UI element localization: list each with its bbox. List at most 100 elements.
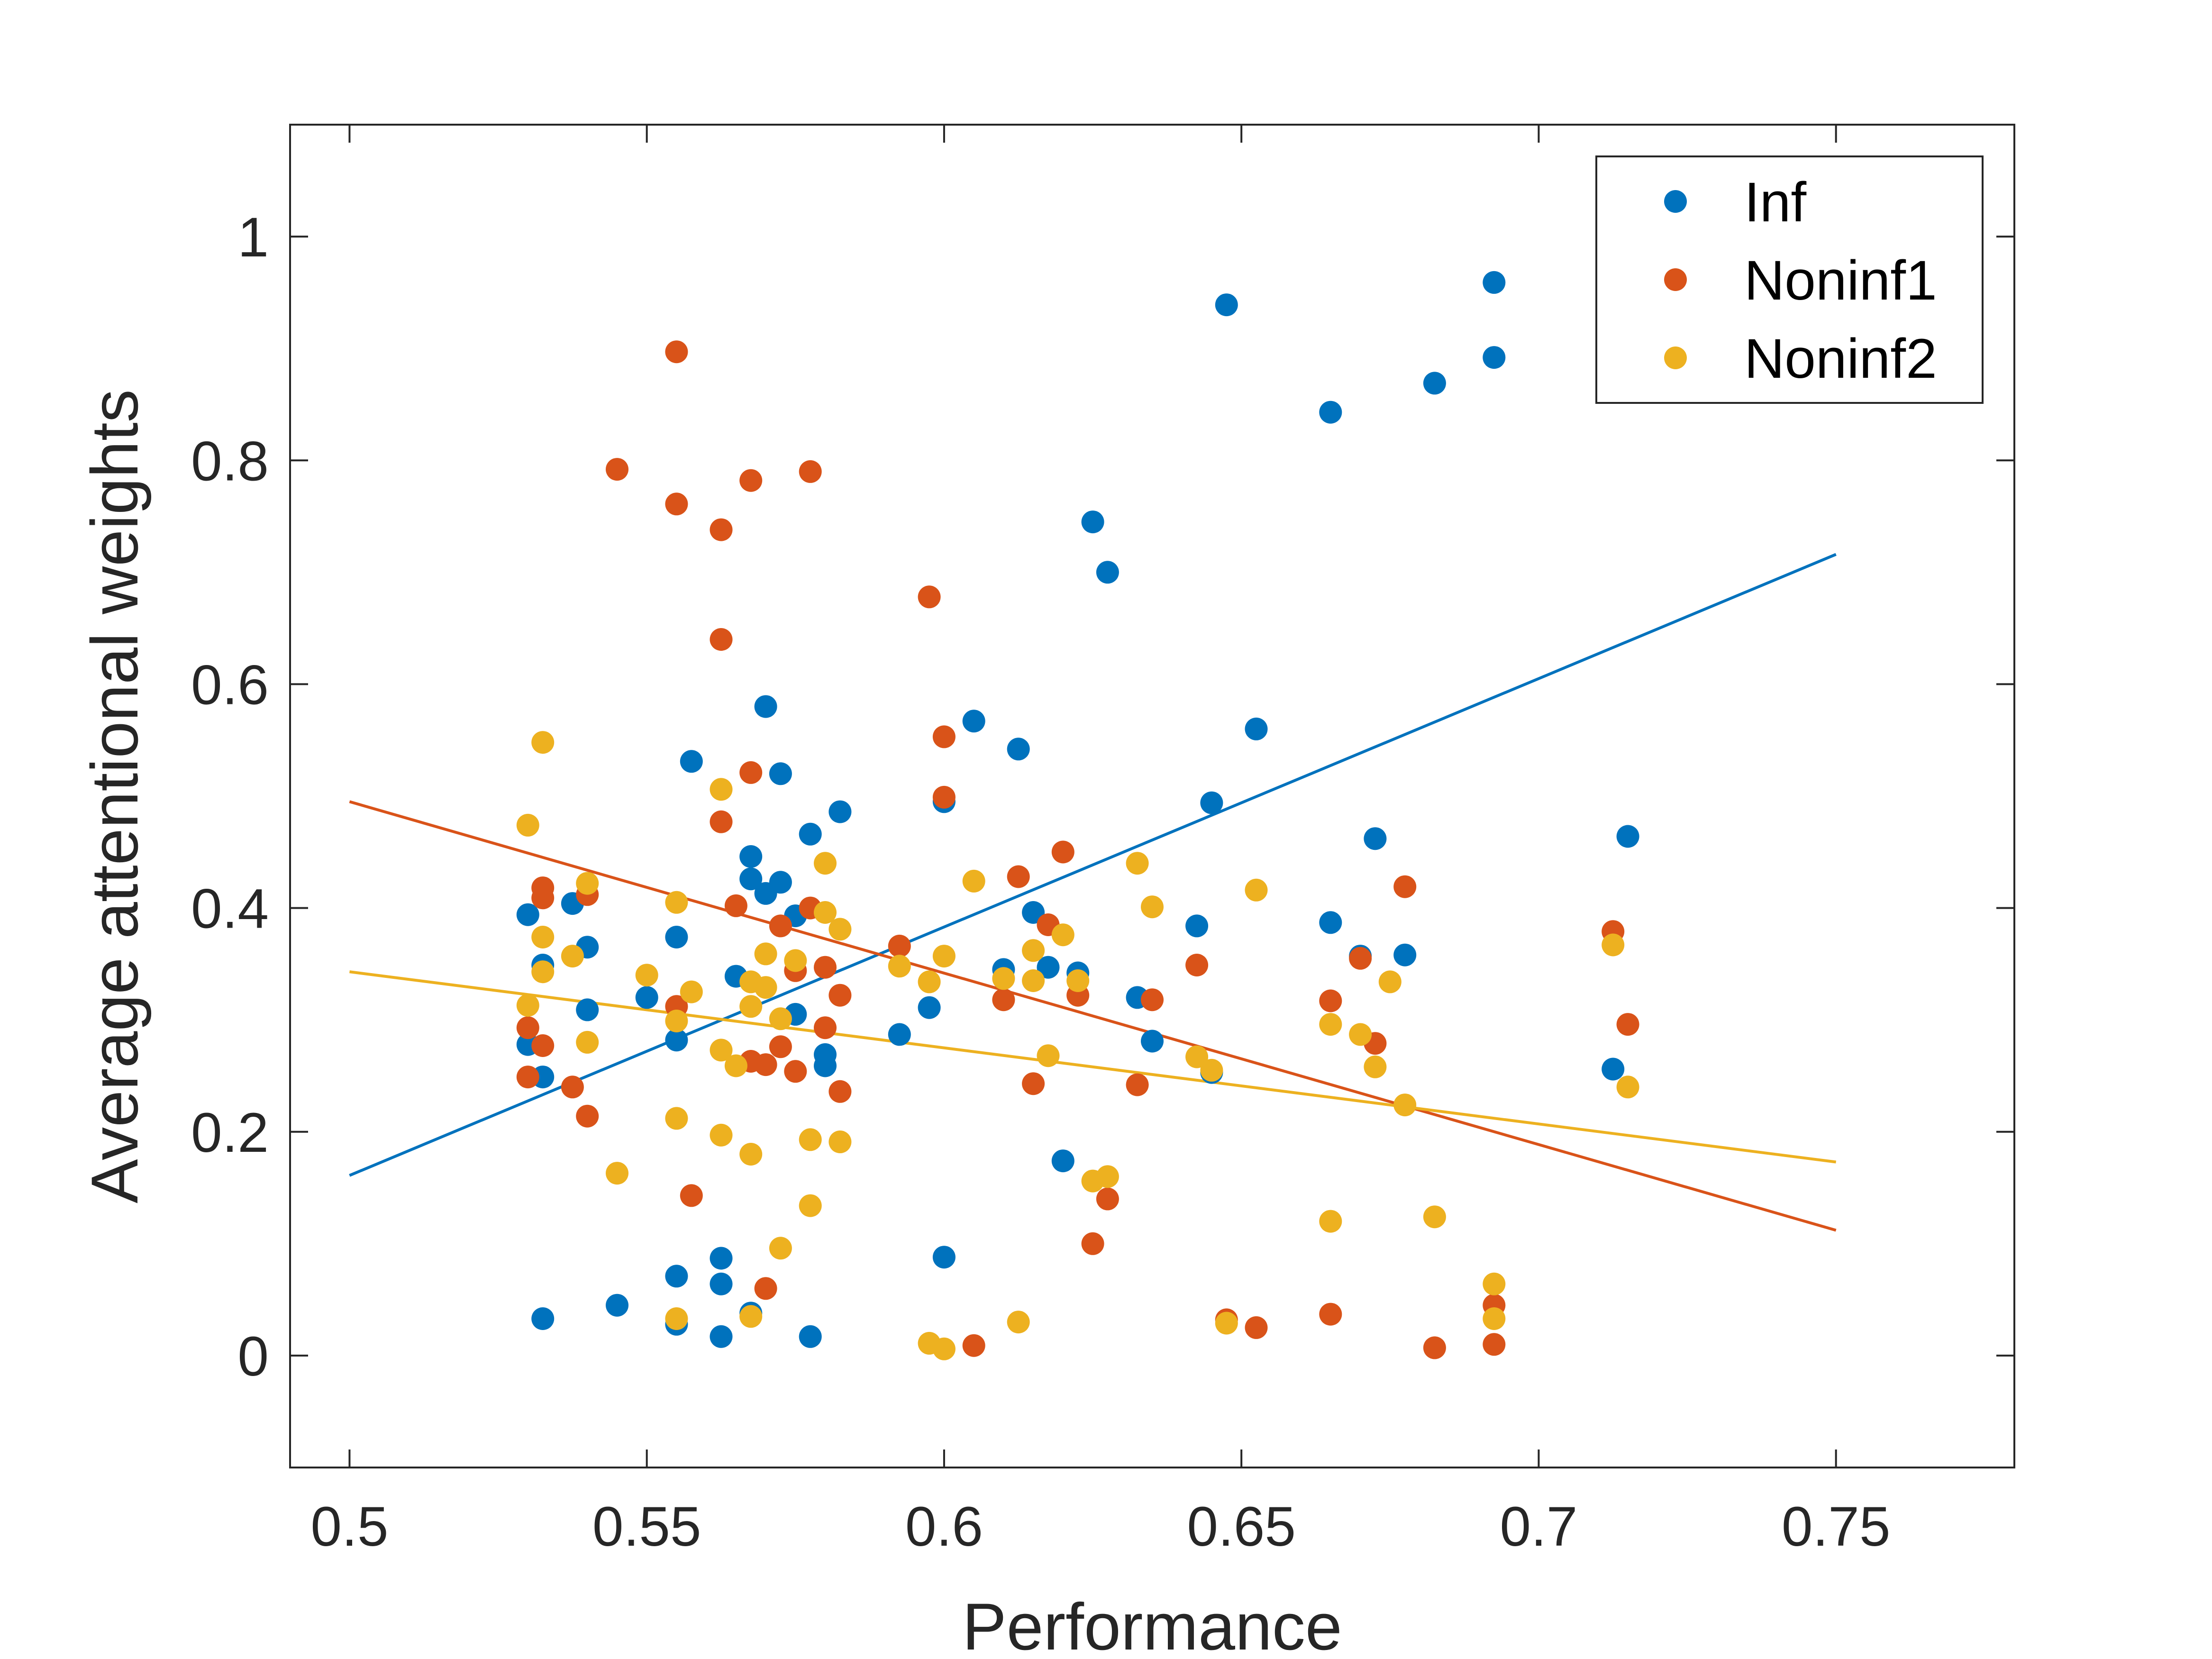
point-noninf2-51 (1185, 1045, 1209, 1068)
point-noninf2-3 (531, 926, 555, 948)
point-noninf2-6 (576, 872, 599, 895)
point-noninf2-10 (665, 891, 688, 914)
x-tick-label: 0.75 (1782, 1495, 1891, 1558)
point-noninf2-30 (814, 852, 837, 875)
point-noninf1-54 (1393, 875, 1417, 898)
point-noninf2-18 (724, 1054, 747, 1077)
point-noninf1-36 (962, 1334, 985, 1357)
legend-marker-noninf2 (1664, 346, 1687, 369)
point-noninf1-47 (1185, 954, 1209, 976)
point-noninf2-26 (769, 1237, 792, 1260)
point-noninf2-61 (1423, 1205, 1446, 1229)
point-noninf1-17 (739, 469, 763, 492)
legend-label-noninf1: Noninf1 (1744, 249, 1937, 312)
point-noninf2-58 (1364, 1055, 1387, 1078)
point-inf-29 (799, 1325, 822, 1348)
point-inf-11 (665, 1029, 688, 1052)
point-inf-57 (1393, 943, 1417, 966)
plot-frame (289, 124, 2015, 1468)
point-inf-14 (680, 750, 703, 773)
point-noninf1-23 (769, 1035, 792, 1058)
point-noninf2-29 (799, 1194, 822, 1217)
point-noninf1-8 (606, 458, 628, 481)
point-inf-45 (1096, 561, 1119, 584)
point-inf-56 (1364, 827, 1387, 850)
point-noninf1-0 (516, 1016, 539, 1039)
point-noninf1-31 (828, 1080, 852, 1103)
fit-lines (349, 553, 1837, 1232)
point-noninf2-40 (992, 967, 1015, 990)
y-tick-label: 0 (237, 1325, 269, 1388)
point-noninf1-13 (710, 518, 733, 541)
point-noninf2-8 (606, 1162, 628, 1185)
point-noninf2-50 (1141, 895, 1164, 919)
x-tick-label: 0.65 (1187, 1495, 1296, 1558)
point-noninf1-21 (754, 1277, 777, 1300)
point-noninf1-7 (576, 1104, 599, 1128)
y-tick-label: 1 (237, 206, 269, 269)
point-noninf1-15 (710, 810, 733, 833)
point-noninf2-24 (754, 976, 777, 999)
point-noninf1-28 (814, 956, 837, 979)
point-noninf1-30 (828, 984, 852, 1007)
axis-ticks: 0.5 0.55 0.6 0.65 0.7 0.75 0 0.2 0.4 0.6 0.8 1 (191, 125, 2014, 1558)
point-noninf2-48 (1096, 1165, 1119, 1188)
point-noninf2-11 (665, 1010, 688, 1032)
point-inf-0 (516, 903, 539, 926)
y-tick-label: 0.4 (191, 878, 269, 940)
point-noninf1-29 (814, 1016, 837, 1039)
point-noninf2-32 (828, 918, 852, 941)
fit-line-inf (349, 553, 1837, 1177)
point-noninf2-55 (1319, 1013, 1342, 1036)
x-axis-title: Performance (962, 1589, 1342, 1659)
point-noninf1-43 (1081, 1232, 1104, 1255)
point-noninf2-7 (576, 1030, 599, 1054)
point-noninf2-22 (739, 1305, 763, 1328)
point-noninf2-63 (1483, 1307, 1506, 1330)
point-noninf1-38 (1007, 865, 1030, 888)
point-noninf1-12 (680, 1184, 703, 1207)
point-inf-60 (1483, 346, 1506, 369)
point-noninf1-49 (1245, 1316, 1268, 1339)
point-noninf2-5 (561, 945, 584, 968)
point-inf-44 (1081, 510, 1104, 534)
point-inf-42 (1051, 1149, 1074, 1173)
point-noninf2-42 (1022, 939, 1045, 962)
point-noninf2-44 (1037, 1044, 1060, 1067)
y-tick-label: 0.6 (191, 654, 269, 716)
point-inf-59 (1483, 271, 1506, 294)
point-inf-52 (1245, 717, 1268, 740)
point-inf-34 (918, 996, 941, 1019)
point-noninf2-35 (918, 970, 941, 994)
point-noninf1-10 (665, 492, 688, 516)
point-noninf2-1 (516, 994, 539, 1017)
point-noninf1-14 (710, 628, 733, 651)
point-inf-9 (635, 986, 658, 1009)
point-inf-54 (1319, 911, 1342, 934)
legend: Inf Noninf1 Noninf2 (1595, 155, 1984, 404)
point-noninf1-46 (1141, 988, 1164, 1012)
legend-label-inf: Inf (1744, 171, 1806, 234)
point-noninf1-45 (1126, 1073, 1149, 1096)
point-inf-25 (769, 871, 792, 894)
point-inf-33 (888, 1023, 911, 1046)
point-noninf2-37 (932, 945, 956, 968)
point-noninf2-20 (739, 995, 763, 1018)
point-noninf1-26 (799, 460, 822, 483)
x-tick-label: 0.55 (592, 1495, 701, 1558)
point-noninf2-43 (1022, 969, 1045, 992)
point-inf-62 (1616, 825, 1639, 848)
point-noninf1-3 (531, 886, 555, 910)
point-noninf2-13 (665, 1307, 688, 1330)
point-noninf2-33 (828, 1130, 852, 1153)
point-inf-32 (828, 800, 852, 823)
point-noninf1-57 (1483, 1333, 1506, 1356)
data-points (516, 271, 1639, 1360)
point-noninf1-22 (769, 914, 792, 938)
point-noninf2-49 (1126, 852, 1149, 875)
point-inf-39 (1007, 738, 1030, 761)
point-noninf2-65 (1616, 1076, 1639, 1099)
point-noninf2-15 (710, 778, 733, 801)
point-noninf1-34 (932, 725, 956, 748)
point-inf-31 (814, 1054, 837, 1077)
